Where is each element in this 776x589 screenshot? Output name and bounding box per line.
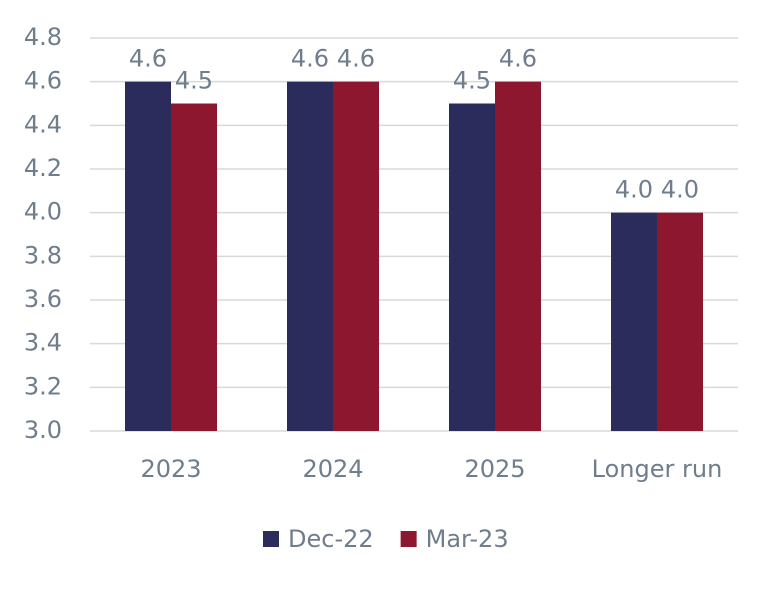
y-tick-label: 3.4 (24, 329, 62, 357)
y-tick-label: 4.0 (24, 198, 62, 226)
x-tick-label: 2023 (140, 455, 201, 483)
value-label: 4.5 (453, 67, 491, 95)
value-label: 4.6 (129, 45, 167, 73)
y-tick-label: 4.6 (24, 67, 62, 95)
x-tick-label: 2024 (302, 455, 363, 483)
legend-label: Mar-23 (426, 525, 509, 553)
value-label: 4.5 (175, 67, 213, 95)
value-label: 4.0 (615, 176, 653, 204)
value-label: 4.6 (291, 45, 329, 73)
y-tick-label: 3.0 (24, 416, 62, 444)
y-tick-label: 4.8 (24, 23, 62, 51)
legend-label: Dec-22 (288, 525, 374, 553)
y-tick-label: 4.4 (24, 110, 62, 138)
legend-swatch (263, 531, 279, 547)
y-tick-label: 4.2 (24, 154, 62, 182)
value-label: 4.6 (337, 45, 375, 73)
y-tick-label: 3.8 (24, 241, 62, 269)
bar (125, 81, 171, 432)
bar (495, 81, 541, 432)
legend-swatch (400, 531, 417, 547)
bar (657, 212, 703, 431)
y-tick-label: 3.2 (24, 372, 62, 400)
value-label: 4.6 (499, 45, 537, 73)
value-label: 4.0 (661, 176, 699, 204)
x-tick-label: 2025 (464, 455, 525, 483)
bar (611, 212, 657, 431)
bar (333, 81, 379, 432)
y-tick-label: 3.6 (24, 285, 62, 313)
bar (171, 103, 217, 431)
bar (287, 81, 333, 432)
bar (449, 103, 495, 431)
x-tick-label: Longer run (592, 455, 723, 483)
